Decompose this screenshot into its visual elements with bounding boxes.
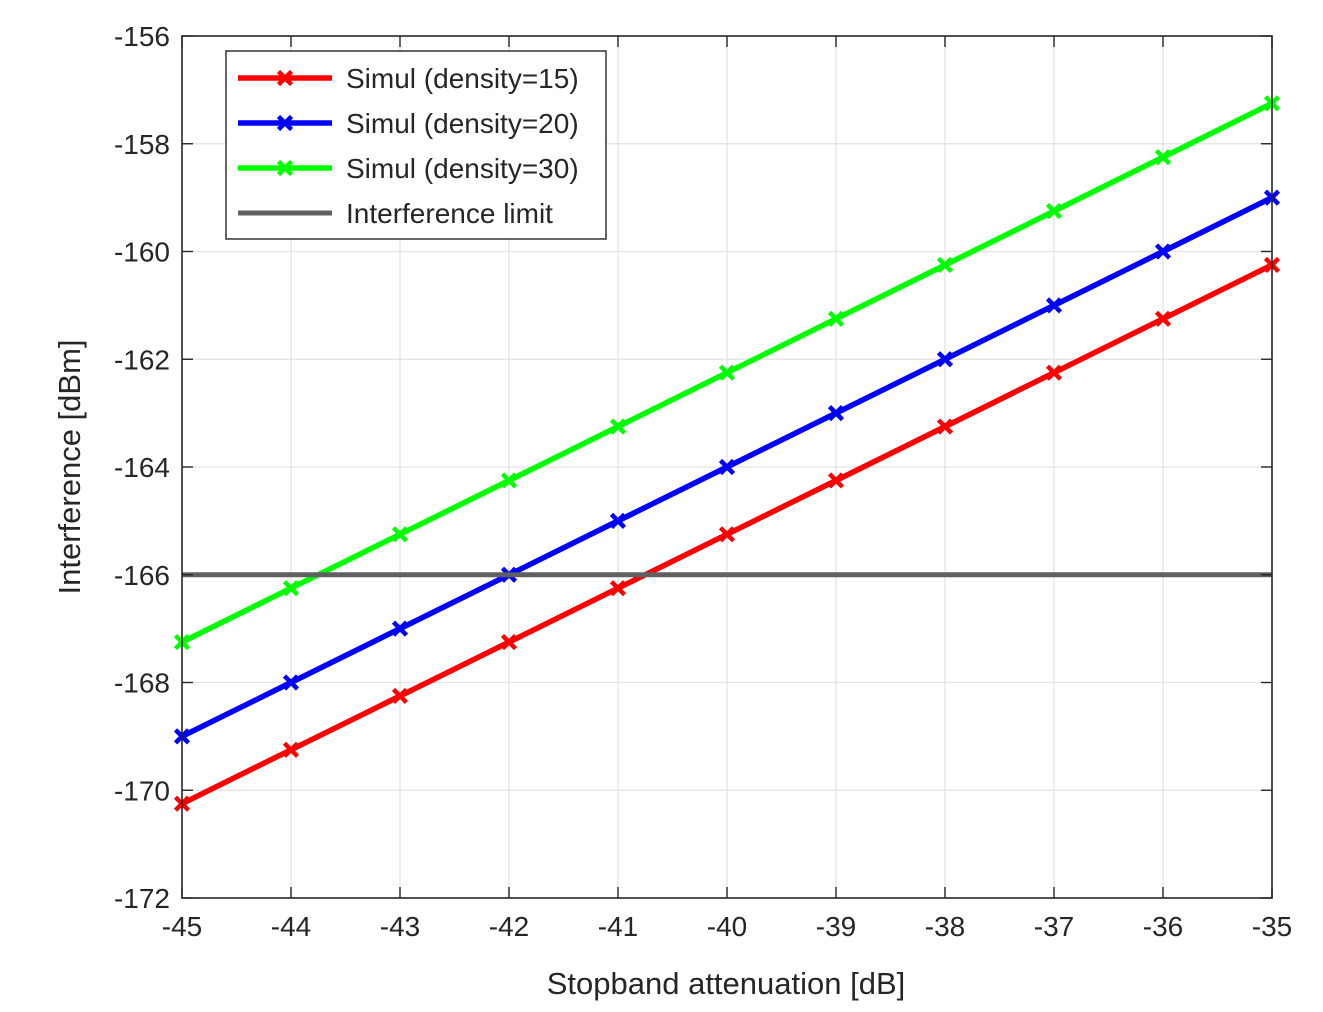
legend-entry-label: Simul (density=30) [346, 153, 579, 184]
x-tick-label: -40 [707, 911, 747, 942]
legend-entry-label: Simul (density=15) [346, 63, 579, 94]
data-point-marker [1045, 364, 1063, 381]
data-point-marker [718, 526, 736, 543]
legend: Simul (density=15) Simul (density=20) Simu… [225, 50, 607, 240]
data-point-marker [500, 472, 518, 489]
legend-swatch-marker [276, 114, 294, 132]
data-point-marker [936, 256, 954, 274]
data-point-marker [936, 418, 954, 435]
legend-entry-label: Interference limit [346, 198, 553, 229]
x-tick-label: -38 [925, 911, 965, 942]
data-point-marker [718, 364, 736, 381]
y-tick-label: -172 [114, 883, 170, 914]
y-tick-label: -160 [114, 237, 170, 268]
y-tick-label: -170 [114, 775, 170, 806]
y-tick-label: -162 [114, 344, 170, 375]
data-point-marker [1154, 243, 1172, 260]
x-tick-label: -35 [1252, 911, 1292, 942]
legend-swatch-marker [276, 159, 294, 177]
data-point-marker [500, 634, 518, 651]
data-point-marker [609, 580, 627, 597]
legend-entry-label: Simul (density=20) [346, 108, 579, 139]
x-tick-label: -36 [1143, 911, 1183, 942]
data-point-marker [718, 458, 736, 476]
data-point-marker [391, 526, 409, 543]
x-tick-label: -41 [598, 911, 638, 942]
data-point-marker [1154, 149, 1172, 166]
data-point-marker [827, 472, 845, 489]
data-point-marker [282, 741, 300, 758]
data-point-marker [609, 418, 627, 435]
y-tick-label: -166 [114, 560, 170, 591]
x-axis-label: Stopband attenuation [dB] [547, 966, 906, 1001]
data-point-marker [1045, 203, 1063, 220]
data-point-marker [282, 674, 300, 691]
data-point-marker [609, 512, 627, 529]
y-tick-label: -168 [114, 668, 170, 699]
data-point-marker [827, 310, 845, 327]
x-tick-label: -44 [271, 911, 311, 942]
y-tick-label: -156 [114, 21, 170, 52]
y-tick-label: -158 [114, 129, 170, 160]
y-tick-label: -164 [114, 452, 170, 483]
x-tick-label: -45 [162, 911, 202, 942]
data-point-marker [391, 687, 409, 705]
data-point-marker [827, 405, 845, 422]
legend-swatch-marker [276, 69, 294, 87]
x-tick-label: -39 [816, 911, 856, 942]
data-point-marker [282, 580, 300, 597]
data-point-marker [391, 620, 409, 637]
series-layer [173, 95, 1281, 812]
y-axis-label: Interference [dBm] [52, 339, 87, 594]
data-point-marker [936, 351, 954, 368]
x-tick-label: -43 [380, 911, 420, 942]
x-tick-label: -42 [489, 911, 529, 942]
data-point-marker [1154, 310, 1172, 327]
axes-layer: -45 -44 -43 -42 -41 -40 -39 -38 -37 -36 -35 -172 -17… [114, 21, 1292, 942]
data-point-marker [1045, 297, 1063, 314]
x-tick-label: -37 [1034, 911, 1074, 942]
